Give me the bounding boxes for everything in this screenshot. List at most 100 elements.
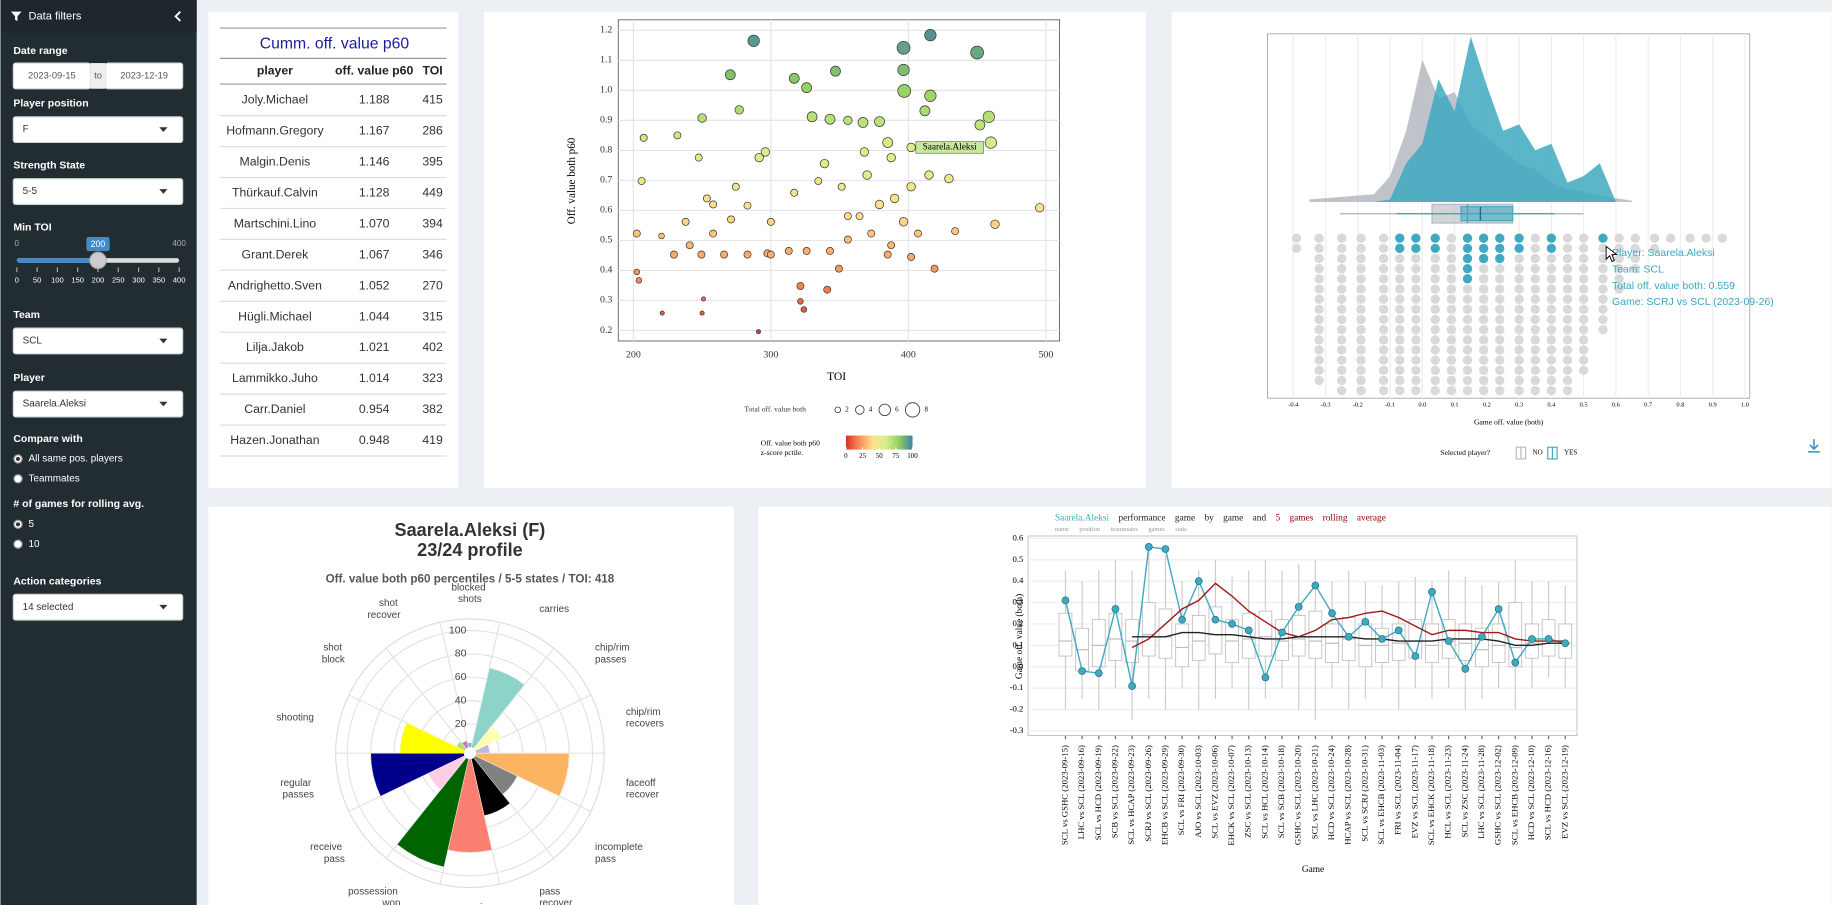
scatter-point — [874, 199, 885, 210]
dot — [1562, 253, 1573, 264]
dot — [1495, 385, 1505, 396]
category-label: chip/rim passes — [595, 642, 632, 665]
scatter-point — [882, 137, 894, 148]
y-tick-label: 0.6 — [1012, 532, 1024, 542]
highlight-dot — [1462, 243, 1473, 254]
collapse-chevron[interactable] — [174, 11, 181, 22]
dot — [1314, 335, 1324, 345]
scatter-point — [843, 115, 853, 126]
category-label: shot block — [322, 642, 345, 665]
x-tick-label: SCL vs EHCB (2023-12-09) — [1509, 745, 1519, 845]
dot — [1530, 365, 1540, 375]
scatter-point — [907, 253, 916, 261]
dot — [1530, 355, 1540, 365]
density-area — [1309, 36, 1633, 203]
y-tick-label: 0.3 — [600, 295, 612, 306]
dot — [1411, 284, 1421, 294]
box — [1460, 206, 1514, 222]
dot — [1356, 385, 1366, 396]
dot — [1598, 294, 1608, 304]
input-label: # of games for rolling avg. — [13, 498, 144, 510]
polar-bar — [473, 725, 502, 751]
dot — [1478, 274, 1489, 284]
radio[interactable] — [13, 474, 23, 484]
box — [1141, 602, 1156, 657]
x-tick-label: SCL vs HCD (2023-09-19) — [1093, 745, 1103, 840]
table-cell: Hügli.Michael — [238, 309, 312, 323]
dot — [1462, 324, 1473, 335]
select-box[interactable] — [12, 593, 184, 621]
annotation-label: Saarela.Aleksi — [923, 143, 978, 153]
dot — [1578, 355, 1589, 365]
select-box[interactable] — [12, 178, 184, 205]
slider-min: 0 — [15, 239, 20, 248]
slider-handle[interactable] — [89, 251, 107, 270]
dot — [1430, 304, 1440, 315]
download-icon[interactable] — [1808, 439, 1820, 453]
dot — [1578, 304, 1589, 315]
series-point — [1494, 605, 1503, 613]
dot — [1546, 345, 1557, 355]
table-cell: 270 — [422, 278, 443, 292]
dot — [1598, 314, 1608, 325]
select-caret — [159, 338, 168, 344]
dot — [1446, 304, 1457, 315]
scatter-point — [944, 173, 954, 184]
dot — [1598, 243, 1608, 254]
dot — [1578, 345, 1589, 355]
scatter-point — [790, 188, 799, 197]
y-tick-label: 0.4 — [1012, 575, 1024, 585]
dot — [1337, 243, 1347, 254]
select-box[interactable] — [12, 390, 184, 418]
table-cell: Hazen.Jonathan — [230, 433, 319, 447]
dot — [1530, 335, 1540, 345]
dot — [1546, 365, 1557, 375]
category-label-line: recover — [626, 789, 660, 800]
filter-icon — [11, 11, 22, 22]
scatter-point — [897, 84, 912, 98]
series-point — [1228, 620, 1236, 628]
select-box[interactable] — [12, 327, 184, 355]
dot — [1356, 284, 1366, 294]
dot — [1395, 375, 1405, 386]
scatter-point — [756, 329, 761, 335]
dot — [1411, 324, 1421, 335]
x-tick-label: GSHC vs SCL (2023-10-20) — [1293, 745, 1303, 845]
y-tick-label: 0.7 — [600, 175, 612, 186]
dot — [1562, 335, 1573, 345]
scatter-point — [702, 194, 711, 203]
dot — [1546, 355, 1557, 365]
dot — [1546, 314, 1557, 325]
scatter-point — [633, 268, 640, 276]
dot — [1530, 294, 1540, 304]
table-cell: 1.070 — [359, 216, 390, 230]
category-label-line: pass — [595, 853, 616, 864]
dot — [1514, 385, 1524, 396]
dot — [1462, 355, 1473, 365]
r-tick-label: 100 — [449, 624, 467, 636]
x-tick-label: 0.6 — [1612, 402, 1621, 409]
legend-label: YES — [1564, 449, 1577, 457]
dot — [1546, 253, 1557, 264]
dot — [1314, 284, 1324, 294]
dot — [1546, 324, 1557, 335]
table-header: TOI — [422, 63, 442, 77]
select-box[interactable] — [12, 116, 184, 144]
category-label: pass recover — [539, 886, 573, 905]
dot — [1514, 314, 1524, 325]
radio[interactable] — [13, 539, 23, 549]
y-tick-label: 1.1 — [600, 55, 612, 66]
x-tick-label: SCL vs HCL (2023-10-14) — [1259, 745, 1269, 839]
input-label: Strength State — [13, 160, 85, 172]
dot — [1562, 375, 1573, 386]
highlight-dot — [1411, 243, 1421, 254]
subtitle-part: games — [1148, 527, 1165, 534]
category-label-line: block — [322, 654, 345, 665]
dot — [1514, 264, 1524, 274]
table-cell: Joly.Michael — [242, 93, 308, 107]
dot — [1562, 304, 1573, 315]
dot — [1649, 233, 1660, 243]
dot — [1378, 304, 1389, 315]
x-tick-label: 0.7 — [1644, 402, 1653, 409]
dot — [1578, 274, 1589, 284]
